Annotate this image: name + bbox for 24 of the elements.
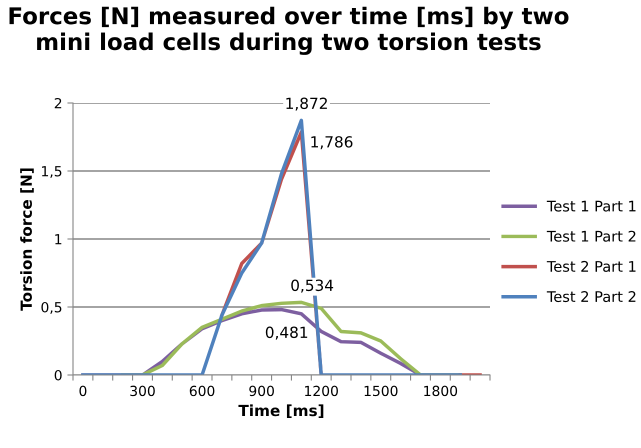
y-tick-label: 1 [55, 234, 62, 244]
x-tick-label: 1500 [364, 386, 398, 396]
x-tick-label: 300 [130, 386, 155, 396]
data-label: 1,872 [286, 98, 327, 111]
legend-label: Test 1 Part 2 [546, 230, 636, 242]
legend-label: Test 2 Part 1 [546, 260, 636, 272]
legend-label: Test 2 Part 2 [546, 291, 636, 302]
x-axis-title: Time [ms] [238, 404, 324, 418]
y-axis-title: Torsion force [N] [20, 168, 34, 311]
y-tick-label: 0 [54, 370, 62, 380]
data-label: 1,786 [311, 136, 352, 150]
legend-label: Test 1 Part 1 [546, 200, 636, 212]
x-tick-label: 1200 [305, 386, 338, 396]
x-tick-label: 900 [249, 386, 274, 396]
y-tick-label: 0,5 [41, 302, 62, 314]
chart-title: Forces [N] measured over time [ms] by two mini load cells during two torsion tests [10, 6, 568, 55]
x-tick-label: 600 [190, 386, 214, 396]
y-tick-label: 2 [54, 98, 62, 108]
x-tick-label: 1800 [424, 386, 458, 396]
line-series [81, 118, 462, 375]
y-tick-label: 1,5 [42, 166, 62, 178]
x-tick-label: 0 [79, 386, 86, 396]
data-label: 0,481 [266, 326, 308, 340]
data-label: 0,534 [291, 280, 334, 293]
